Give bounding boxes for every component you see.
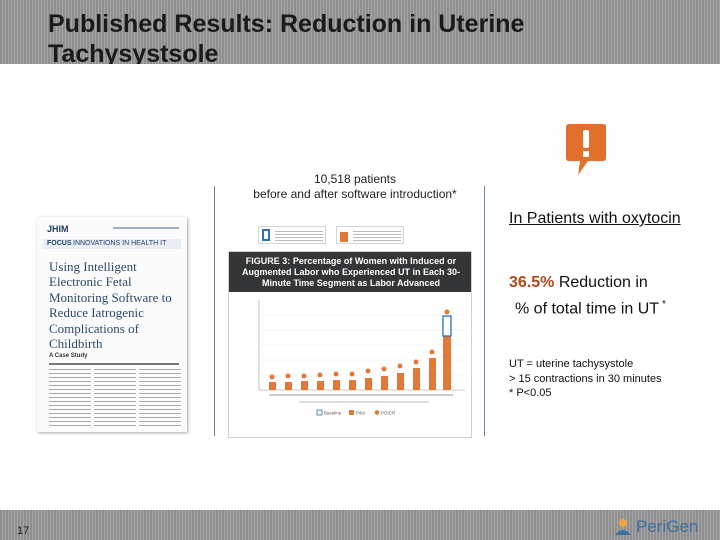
figure-title: FIGURE 3: Percentage of Women with Induc… bbox=[235, 256, 467, 289]
plot-axes bbox=[258, 300, 465, 391]
reduction-text: Reduction in bbox=[558, 274, 648, 291]
patients-caption: 10,518 patients before and after softwar… bbox=[240, 172, 470, 202]
significance-marker: * bbox=[662, 299, 666, 310]
pilot-marker bbox=[340, 232, 348, 242]
patients-heading: In Patients with oxytocin bbox=[509, 210, 681, 227]
reduction-value: 36.5% bbox=[509, 274, 555, 291]
definition-notes: UT = uterine tachysystole > 15 contracti… bbox=[509, 357, 709, 401]
article-subtitle: A Case Study bbox=[49, 353, 88, 359]
article-authors-line bbox=[49, 363, 179, 365]
article-text-column bbox=[49, 369, 91, 429]
perigen-logo: PeriGen bbox=[612, 514, 708, 538]
figure-title-lead: FIGURE 3: bbox=[245, 256, 291, 266]
legend-baseline: Baseline bbox=[324, 411, 342, 416]
baseline-marker bbox=[262, 229, 270, 241]
thumbnail-lines bbox=[275, 231, 323, 241]
alert-icon bbox=[566, 124, 606, 175]
reduction-stat: 36.5% Reduction in bbox=[509, 272, 709, 294]
figure-3: FIGURE 3: Percentage of Women with Induc… bbox=[228, 251, 472, 438]
figure-legend: Baseline Pilot PO/CR bbox=[316, 409, 396, 416]
baseline-thumbnail bbox=[258, 226, 326, 244]
figure-plot: Baseline Pilot PO/CR bbox=[258, 300, 465, 416]
caption-line-1: 10,518 patients bbox=[313, 172, 397, 186]
figure-header: FIGURE 3: Percentage of Women with Induc… bbox=[229, 252, 471, 292]
plot-bars bbox=[269, 315, 452, 390]
thumbnail-lines bbox=[353, 231, 401, 241]
article-text-column bbox=[94, 369, 136, 429]
page-number: 17 bbox=[17, 525, 30, 537]
slide-header: Published Results: Reduction in Uterine … bbox=[0, 0, 720, 64]
caption-line-2: before and after software introduction* bbox=[253, 187, 457, 201]
article-title: Using Intelligent Electronic Fetal Monit… bbox=[49, 259, 172, 352]
divider-left bbox=[214, 186, 215, 436]
plot-markers bbox=[269, 309, 450, 380]
slide-title: Published Results: Reduction in Uterine … bbox=[48, 10, 525, 64]
logo-text: PeriGen bbox=[636, 517, 699, 536]
reduction-text-2: % of total time in UT bbox=[515, 300, 660, 318]
article-focus-label: FOCUS bbox=[47, 240, 72, 247]
note-line-2: > 15 contractions in 30 minutes bbox=[509, 372, 662, 385]
pilot-thumbnail bbox=[336, 226, 404, 244]
plot-tick-labels bbox=[269, 394, 453, 403]
slide-footer: 17 PeriGen bbox=[0, 510, 720, 540]
article-meta-line bbox=[113, 227, 179, 229]
note-line-1: UT = uterine tachysystole bbox=[509, 358, 634, 370]
article-focus-bar: FOCUS INNOVATIONS IN HEALTH IT bbox=[43, 239, 181, 249]
article-topbar: JHIM bbox=[43, 223, 181, 235]
note-line-3: * P<0.05 bbox=[509, 387, 552, 399]
figure-title-rest: Percentage of Women with Induced or Augm… bbox=[241, 256, 461, 288]
legend-pilot: Pilot bbox=[356, 411, 366, 416]
reduction-stat-line-2: % of total time in UT * bbox=[515, 294, 705, 320]
article-section: INNOVATIONS IN HEALTH IT bbox=[73, 240, 167, 247]
divider-right bbox=[484, 186, 485, 436]
legend-pocr: PO/CR bbox=[381, 411, 396, 416]
article-text-column bbox=[139, 369, 181, 429]
article-journal: JHIM bbox=[47, 224, 69, 234]
journal-article-image: JHIM FOCUS INNOVATIONS IN HEALTH IT Usin… bbox=[37, 217, 187, 432]
logo-mark-icon bbox=[615, 519, 631, 535]
